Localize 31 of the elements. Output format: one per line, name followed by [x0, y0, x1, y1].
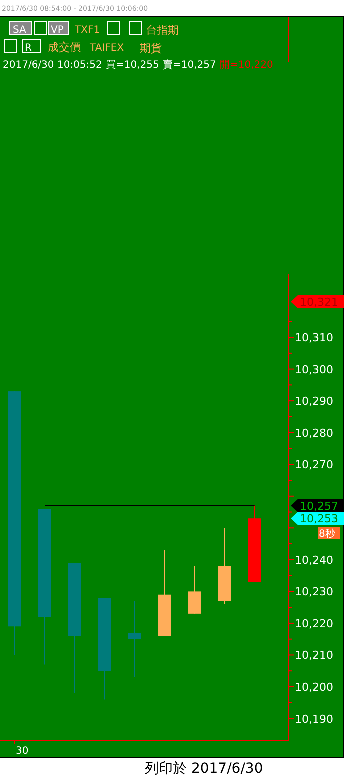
text: 8秒 [319, 528, 336, 540]
text: TXF1 [74, 25, 100, 36]
x-tick-label: 30 [16, 746, 29, 757]
y-tick-label: 10,270 [295, 458, 334, 472]
text: R [25, 43, 32, 54]
text: 10,321 [300, 296, 338, 309]
text: 列印於 2017/6/30 [145, 761, 264, 777]
text: SA [13, 25, 27, 36]
text: 開=10,220 [220, 60, 274, 71]
y-tick-label: 10,240 [295, 554, 334, 567]
text: TAIFEX [89, 43, 124, 54]
y-tick-label: 10,310 [295, 332, 334, 345]
y-tick-label: 10,290 [295, 395, 334, 408]
y-tick-label: 10,280 [295, 426, 334, 440]
text: 賣=10,257 [163, 59, 216, 71]
text: VP [51, 25, 64, 36]
y-tick-label: 10,230 [295, 586, 334, 599]
candlestick [128, 600, 142, 678]
text: 10,257 [300, 500, 338, 513]
y-tick-label: 10,200 [295, 680, 334, 694]
candlestick [188, 566, 202, 614]
y-tick-label: 10,210 [295, 649, 334, 662]
text: 10,253 [300, 512, 338, 526]
text: 2017/6/30 10:05:52 [3, 60, 102, 71]
text: 買=10,255 [106, 60, 160, 71]
y-tick-label: 10,300 [295, 363, 334, 376]
text: 台指期 [146, 24, 179, 37]
y-tick-label: 10,190 [295, 712, 334, 726]
y-tick-label: 10,220 [295, 617, 334, 630]
text: 成交價 [48, 41, 81, 54]
text: 期貨 [140, 42, 162, 55]
